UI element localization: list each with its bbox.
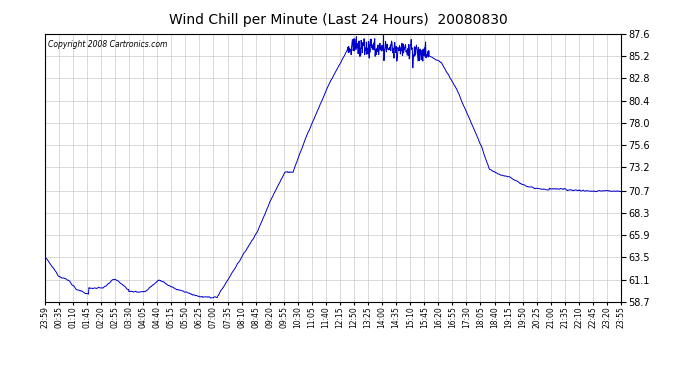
Text: Copyright 2008 Cartronics.com: Copyright 2008 Cartronics.com	[48, 40, 167, 50]
Text: Wind Chill per Minute (Last 24 Hours)  20080830: Wind Chill per Minute (Last 24 Hours) 20…	[169, 13, 507, 27]
